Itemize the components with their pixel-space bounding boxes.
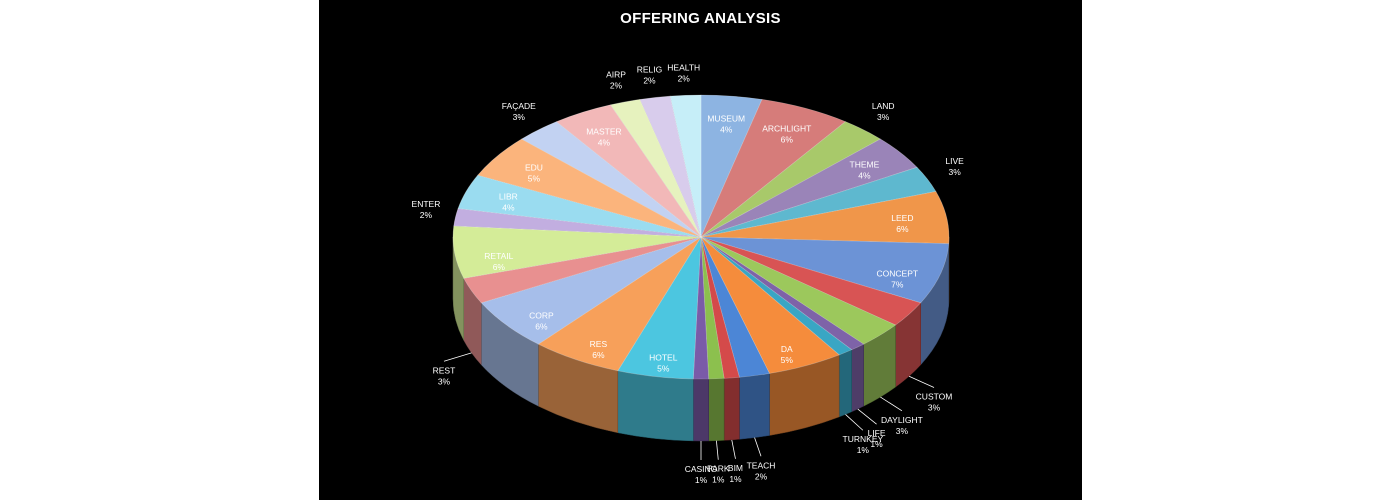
slice-label-master: MASTER 4% xyxy=(586,127,621,148)
pie-slice-fa-ade xyxy=(520,121,702,238)
pie-slice-daylight xyxy=(700,236,897,345)
chart-panel: OFFERING ANALYSIS MUSEUM 4% ARCHLIGHT 6% LAN… xyxy=(319,0,1082,500)
slice-label-hotel: HOTEL 5% xyxy=(649,353,678,374)
slice-label-daylight: DAYLIGHT 3% xyxy=(881,415,923,436)
slice-label-corp: CORP 6% xyxy=(529,310,554,331)
leader-line-life xyxy=(857,408,877,425)
leader-line-park xyxy=(716,440,719,460)
pie-slice-museum xyxy=(700,94,763,238)
slice-label-fa-ade: FAÇADE 3% xyxy=(502,101,536,122)
pie-labels: MUSEUM 4% ARCHLIGHT 6% LAND 3% THEME 4% LIVE 3% LE… xyxy=(412,62,965,485)
slice-label-relig: RELIG 2% xyxy=(637,65,663,86)
slice-label-teach: TEACH 2% xyxy=(747,460,776,481)
pie-slice-live xyxy=(700,166,937,238)
slice-label-retail: RETAIL 6% xyxy=(484,251,513,272)
pie-side-teach xyxy=(739,373,770,440)
pie-top-faces xyxy=(452,94,950,380)
slice-label-res: RES 6% xyxy=(590,339,608,360)
pie-slice-enter xyxy=(453,208,702,238)
pie-sides xyxy=(452,236,950,442)
pie-slice-rest xyxy=(463,236,702,304)
slice-label-casino: CASINO 1% xyxy=(685,464,718,485)
slice-label-land: LAND 3% xyxy=(872,101,895,122)
pie-side-life xyxy=(851,343,864,413)
slice-label-park: PARK 1% xyxy=(707,464,730,485)
leader-line-daylight xyxy=(880,396,903,412)
slice-label-libr: LIBR 4% xyxy=(499,192,518,213)
pie-slice-retail xyxy=(452,225,702,279)
pie-slice-theme xyxy=(700,138,918,238)
pie-slice-airp xyxy=(610,99,702,238)
slice-label-rest: REST 3% xyxy=(433,365,456,386)
slice-label-health: HEALTH 2% xyxy=(667,62,700,83)
slice-label-museum: MUSEUM 4% xyxy=(707,113,745,134)
pie-slice-edu xyxy=(477,138,702,238)
leader-line-turnkey xyxy=(845,414,864,431)
pie-slice-concept xyxy=(700,236,950,304)
slice-label-turnkey: TURNKEY 1% xyxy=(843,434,884,455)
pie-slice-life xyxy=(700,236,865,351)
pie-slice-master xyxy=(555,104,702,238)
slice-label-live: LIVE 3% xyxy=(945,156,964,177)
pie-slice-corp xyxy=(480,236,702,345)
leader-line-teach xyxy=(754,437,762,457)
slice-label-archlight: ARCHLIGHT 6% xyxy=(762,123,811,144)
pie-slice-park xyxy=(700,236,725,380)
pie-slice-bim xyxy=(700,236,740,379)
slice-label-airp: AIRP 2% xyxy=(606,70,626,91)
pie-side-park xyxy=(708,378,725,442)
pie-slice-res xyxy=(537,236,702,372)
pie-slice-casino xyxy=(692,236,710,380)
leader-line-custom xyxy=(908,375,935,388)
pie-slice-teach xyxy=(700,236,770,378)
slice-label-enter: ENTER 2% xyxy=(412,199,441,220)
pie-slice-custom xyxy=(700,236,922,326)
pie-side-hotel xyxy=(617,370,694,442)
pie-side-bim xyxy=(723,377,740,441)
chart-title: OFFERING ANALYSIS xyxy=(620,10,781,27)
pie-slice-health xyxy=(669,94,702,238)
pie-side-turnkey xyxy=(838,349,852,418)
pie-slice-da xyxy=(700,236,840,374)
pie-slice-land xyxy=(700,121,882,238)
pie-slice-hotel xyxy=(617,236,702,380)
slice-label-custom: CUSTOM 3% xyxy=(916,392,953,413)
pie-slice-relig xyxy=(639,95,702,238)
slice-label-da: DA 5% xyxy=(781,344,794,365)
pie-slice-leed xyxy=(700,191,950,244)
pie-slice-libr xyxy=(457,174,702,238)
leader-line-rest xyxy=(443,352,472,362)
slice-label-theme: THEME 4% xyxy=(850,160,880,181)
pie-slice-archlight xyxy=(700,99,847,238)
pie-chart: MUSEUM 4% ARCHLIGHT 6% LAND 3% THEME 4% LIVE 3% LE… xyxy=(412,62,965,485)
slice-label-bim: BIM 1% xyxy=(728,463,743,484)
pie-side-casino xyxy=(693,378,709,442)
slice-label-concept: CONCEPT 7% xyxy=(877,269,919,290)
slice-label-leed: LEED 6% xyxy=(891,213,913,234)
pie-slice-turnkey xyxy=(700,236,853,356)
slice-label-edu: EDU 5% xyxy=(525,163,543,184)
leader-line-bim xyxy=(731,439,736,459)
slice-label-life: LIFE 1% xyxy=(868,428,886,449)
